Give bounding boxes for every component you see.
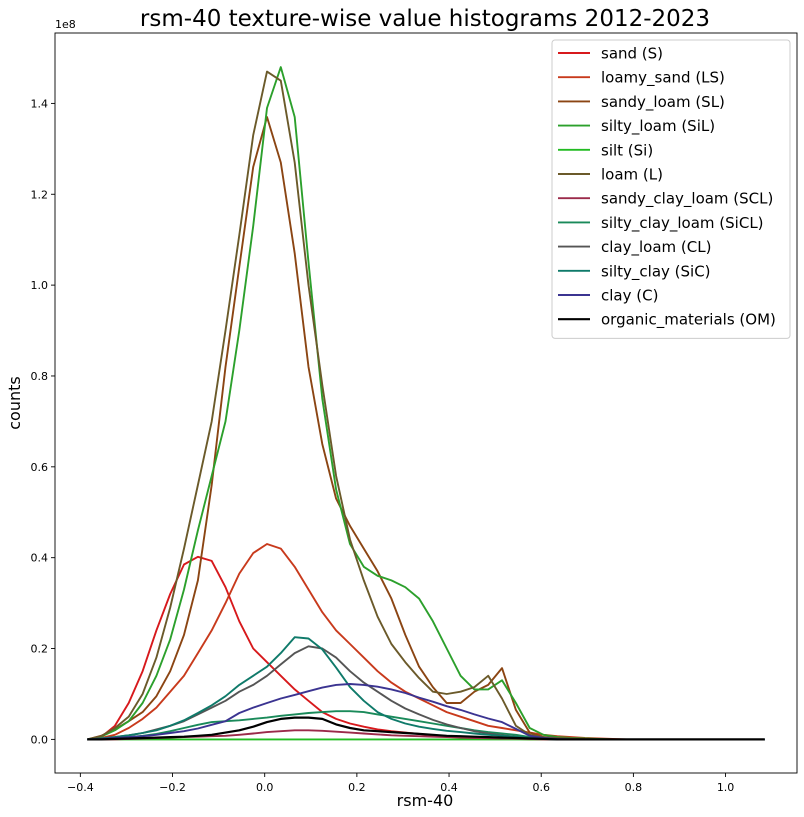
y-tick-label: 0.2 <box>31 643 49 656</box>
series-line-11 <box>87 716 765 741</box>
legend-box <box>551 39 791 339</box>
series-line-1 <box>87 543 765 741</box>
y-axis-label: counts <box>5 376 24 429</box>
x-tick-label: 0.4 <box>440 781 458 794</box>
y-tick-label: 1.4 <box>31 97 49 110</box>
x-tick-label: −0.4 <box>67 781 94 794</box>
x-tick-label: 0.6 <box>532 781 550 794</box>
legend: sand (S) loamy_sand (LS) sandy_loam (SL) si… <box>551 39 791 339</box>
y-tick-label: 1.0 <box>31 279 49 292</box>
x-axis-label: rsm-40 <box>397 791 454 810</box>
legend-entry-7: silty_clay_loam (SiCL) <box>601 214 764 233</box>
legend-entry-5: loam (L) <box>601 166 663 184</box>
legend-entry-3: silty_loam (SiL) <box>601 117 715 136</box>
x-tick-label: −0.2 <box>159 781 186 794</box>
legend-entry-8: clay_loam (CL) <box>601 238 711 257</box>
legend-entry-11: organic_materials (OM) <box>601 311 776 330</box>
y-tick-label: 0.6 <box>31 461 49 474</box>
y-tick-label: 1.2 <box>31 188 49 201</box>
x-tick-label: 0.8 <box>625 781 643 794</box>
legend-entry-0: sand (S) <box>601 45 663 63</box>
chart-title: rsm-40 texture-wise value histograms 201… <box>140 6 710 32</box>
x-tick-label: 1.0 <box>717 781 735 794</box>
axes-frame <box>54 32 798 774</box>
y-offset-label: 1e8 <box>55 18 76 31</box>
legend-entry-1: loamy_sand (LS) <box>601 69 725 88</box>
legend-entry-4: silt (Si) <box>601 141 653 159</box>
series-line-10 <box>87 683 765 741</box>
y-tick-label: 0.0 <box>31 733 49 746</box>
series-line-9 <box>87 636 765 741</box>
legend-entry-10: clay (C) <box>601 287 658 305</box>
y-tick-label: 0.8 <box>31 370 49 383</box>
legend-entry-9: silty_clay (SiC) <box>601 262 711 281</box>
plot-area: −0.4 −0.2 0.0 0.2 0.4 0.6 0.8 1.0 0.0 0.2 0.4 0.6 0.… <box>31 32 798 794</box>
legend-entry-2: sandy_loam (SL) <box>601 93 725 112</box>
series-line-8 <box>87 645 765 741</box>
x-tick-label: 0.2 <box>348 781 366 794</box>
y-tick-label: 0.4 <box>31 552 49 565</box>
series-line-0 <box>87 555 765 741</box>
x-tick-label: 0.0 <box>256 781 274 794</box>
legend-entry-6: sandy_clay_loam (SCL) <box>601 190 773 209</box>
